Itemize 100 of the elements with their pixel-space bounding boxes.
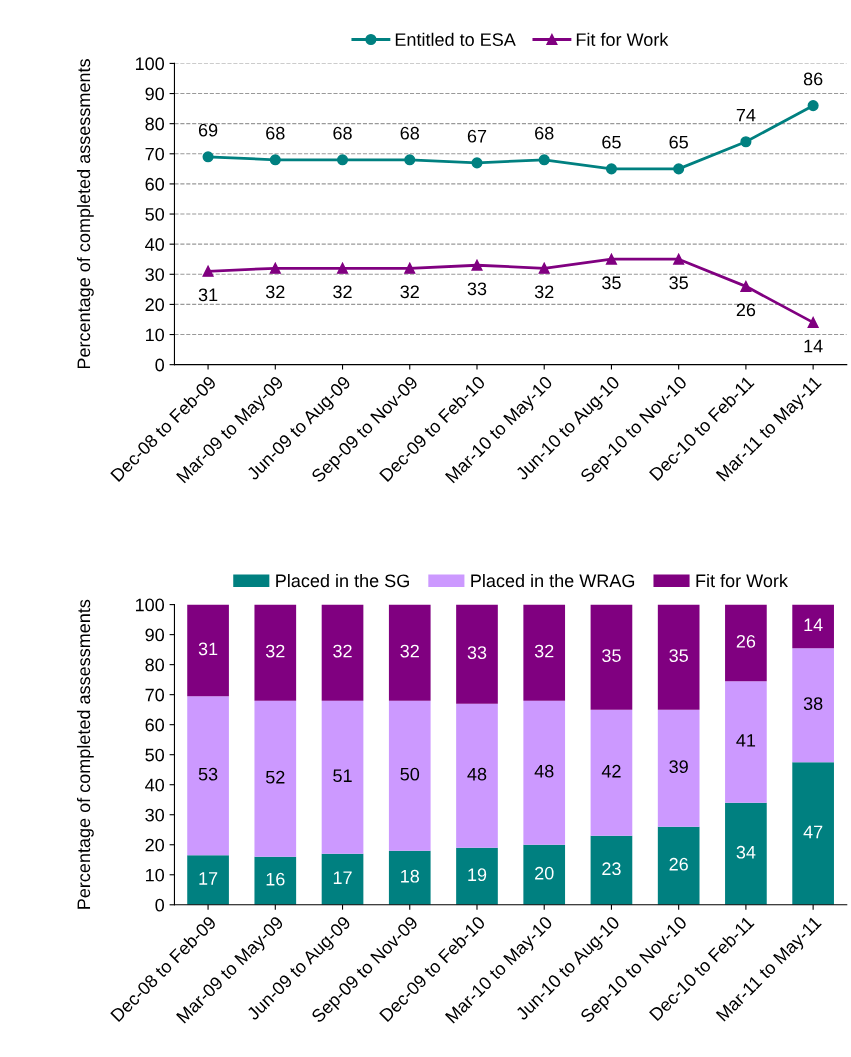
data-label: 26: [669, 857, 688, 871]
data-label: 35: [602, 276, 621, 290]
data-label: 32: [265, 285, 285, 299]
bar: [388, 700, 431, 851]
bar: [792, 604, 834, 649]
data-label: 65: [669, 135, 688, 149]
point: [740, 136, 752, 148]
point: [673, 253, 685, 265]
bar: [657, 826, 700, 905]
data-label: 42: [601, 764, 621, 778]
y-tick-label: 60: [145, 718, 165, 732]
bar: [321, 604, 364, 701]
y-tick-label: 20: [145, 298, 165, 312]
point: [538, 154, 550, 166]
data-label: 33: [467, 282, 487, 296]
data-label: 52: [265, 770, 285, 784]
point: [336, 154, 349, 166]
y-tick-label: 20: [145, 838, 165, 852]
y-tick-label: 90: [145, 628, 165, 642]
data-label: 32: [333, 644, 352, 658]
point: [673, 163, 685, 175]
data-label: 74: [736, 108, 756, 122]
bar: [725, 681, 767, 803]
bar: [388, 850, 431, 905]
data-label: 26: [736, 303, 756, 317]
point: [202, 151, 214, 163]
y-tick-label: 100: [135, 57, 165, 71]
bar: [254, 856, 297, 905]
data-label: 14: [804, 339, 823, 353]
point: [269, 262, 281, 274]
y-tick-label: 0: [155, 358, 165, 372]
point: [269, 154, 281, 166]
bar: [725, 604, 767, 682]
data-label: 69: [198, 123, 218, 137]
data-label: 51: [333, 769, 352, 783]
data-label: 26: [736, 634, 756, 648]
y-tick-label: 100: [135, 598, 165, 612]
point: [404, 262, 416, 274]
data-label: 31: [198, 642, 218, 656]
point: [336, 262, 349, 274]
bar: [187, 604, 229, 697]
data-label: 38: [803, 697, 823, 711]
legend-label: Fit for Work: [576, 32, 669, 47]
data-label: 32: [400, 285, 419, 299]
y-tick-label: 40: [145, 778, 165, 792]
legend-label: Entitled to ESA: [395, 32, 516, 47]
data-label: 20: [535, 866, 554, 880]
legend-label: Fit for Work: [696, 573, 788, 588]
y-tick-label: 10: [146, 328, 165, 342]
data-label: 16: [266, 872, 285, 886]
y-tick-label: 70: [145, 688, 165, 702]
point: [605, 163, 617, 175]
y-tick-label: 80: [145, 658, 165, 672]
data-label: 23: [602, 862, 621, 876]
data-label: 41: [736, 734, 756, 747]
data-label: 19: [468, 868, 487, 882]
bar: [456, 847, 498, 905]
data-label: 35: [669, 649, 688, 662]
data-label: 48: [467, 767, 487, 781]
y-tick-label: 50: [145, 207, 165, 221]
data-label: 32: [534, 285, 554, 299]
data-label: 47: [803, 825, 823, 839]
y-tick-label: 60: [145, 177, 165, 191]
y-tick-label: 80: [145, 117, 165, 131]
data-label: 17: [333, 871, 352, 884]
bar: [321, 853, 364, 905]
bar: [792, 648, 834, 763]
bar: [523, 700, 566, 845]
y-tick-label: 90: [145, 87, 165, 101]
data-label: 65: [602, 135, 621, 149]
data-label: 35: [602, 649, 621, 662]
data-label: 68: [535, 126, 554, 140]
point: [202, 265, 214, 277]
bar: [792, 762, 834, 905]
bar: [590, 709, 633, 836]
data-label: 14: [804, 618, 823, 632]
point: [605, 253, 617, 265]
data-label: 32: [400, 644, 419, 658]
data-label: 31: [198, 288, 218, 302]
bar: [590, 835, 633, 905]
point: [538, 262, 550, 274]
y-axis-title: Percentage of completed assessments: [76, 59, 94, 369]
point: [471, 157, 483, 169]
bar: [254, 604, 297, 701]
y-tick-label: 50: [145, 748, 165, 762]
bar: [523, 844, 566, 905]
bar: [456, 703, 498, 848]
data-label: 68: [266, 126, 285, 140]
data-label: 86: [803, 72, 823, 86]
legend-label: Placed in the WRAG: [471, 573, 635, 588]
y-axis-title: Percentage of completed assessments: [76, 599, 94, 909]
bar: [523, 604, 566, 701]
data-label: 18: [401, 869, 420, 883]
data-label: 34: [736, 845, 756, 859]
bar: [590, 604, 633, 710]
point: [807, 316, 819, 329]
bar: [725, 802, 767, 905]
data-label: 68: [400, 126, 420, 140]
bar: [321, 700, 364, 854]
bar: [456, 604, 498, 704]
